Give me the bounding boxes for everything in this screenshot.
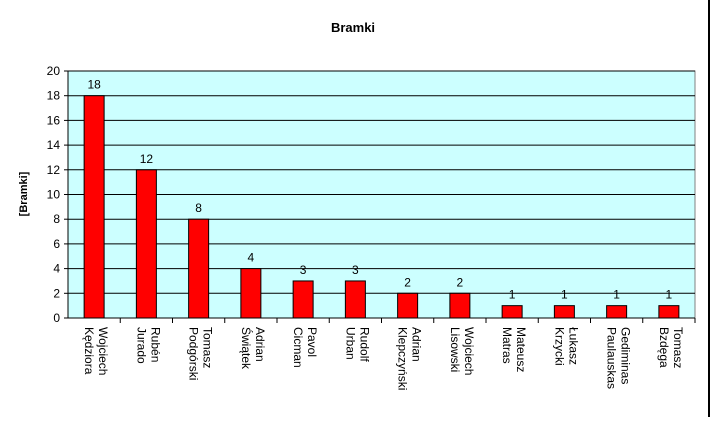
category-label-4-0: Pavol <box>305 327 319 357</box>
category-label-3-0: Adrian <box>253 327 267 362</box>
category-label-8-1: Matras <box>500 327 514 364</box>
category-label-3-1: Świątek <box>239 327 254 370</box>
bar-11 <box>658 305 680 319</box>
category-label-10-1: Paulauskas <box>605 327 619 389</box>
category-label-5-0: Rudolf <box>357 327 371 362</box>
category-label-6-0: Adrian <box>410 327 424 362</box>
category-label-4-1: Cicman <box>291 327 305 368</box>
y-tick-label-8: 8 <box>53 212 60 226</box>
bar-9 <box>553 305 575 319</box>
y-tick-label-20: 20 <box>47 64 61 78</box>
y-tick-label-4: 4 <box>53 262 60 276</box>
category-label-11-0: Tomasz <box>671 327 685 368</box>
bar-5 <box>344 280 366 319</box>
y-tick-label-14: 14 <box>47 138 61 152</box>
data-label-1: 12 <box>140 152 154 166</box>
category-label-6-1: Klepczyński <box>396 327 410 390</box>
window-frame-edge <box>708 0 710 417</box>
category-label-8-0: Mateusz <box>514 327 528 372</box>
y-tick-label-2: 2 <box>53 286 60 300</box>
category-label-7-1: Lisowski <box>448 327 462 372</box>
bar-4 <box>292 280 314 319</box>
bar-1 <box>135 169 157 319</box>
chart-title: Bramki <box>331 20 375 35</box>
bar-6 <box>397 292 419 319</box>
category-label-2-1: Podgórski <box>187 327 201 380</box>
category-label-0-1: Kędziora <box>82 327 96 375</box>
category-label-10-0: Gediminas <box>619 327 633 384</box>
category-label-5-1: Urban <box>343 327 357 360</box>
data-label-6: 2 <box>404 275 411 289</box>
y-axis-label: [Bramki] <box>18 171 30 216</box>
data-label-7: 2 <box>457 275 464 289</box>
data-label-5: 3 <box>352 263 359 277</box>
data-label-8: 1 <box>509 288 516 302</box>
category-label-2-0: Tomasz <box>201 327 215 368</box>
data-label-10: 1 <box>613 288 620 302</box>
bar-7 <box>449 292 471 319</box>
category-label-1-1: Jurado <box>134 327 148 364</box>
category-label-1-0: Rubén <box>148 327 162 362</box>
data-label-9: 1 <box>561 288 568 302</box>
category-label-9-0: Łukasz <box>566 327 580 365</box>
y-tick-label-12: 12 <box>47 163 61 177</box>
data-label-11: 1 <box>666 288 673 302</box>
category-label-11-1: Bzdęga <box>657 327 671 368</box>
y-tick-label-16: 16 <box>47 113 61 127</box>
y-tick-label-6: 6 <box>53 237 60 251</box>
data-label-0: 18 <box>87 78 101 92</box>
category-label-9-1: Krzycki <box>552 327 566 366</box>
y-tick-label-18: 18 <box>47 89 61 103</box>
bar-0 <box>83 95 105 319</box>
category-label-0-0: Wojciech <box>96 327 110 375</box>
bar-2 <box>188 218 210 319</box>
y-tick-label-0: 0 <box>53 311 60 325</box>
y-tick-label-10: 10 <box>47 188 61 202</box>
bar-8 <box>501 305 523 319</box>
data-label-3: 4 <box>248 251 255 265</box>
bar-10 <box>606 305 628 319</box>
category-label-7-0: Wojciech <box>462 327 476 375</box>
data-label-2: 8 <box>195 201 202 215</box>
data-label-4: 3 <box>300 263 307 277</box>
bar-3 <box>240 268 262 319</box>
